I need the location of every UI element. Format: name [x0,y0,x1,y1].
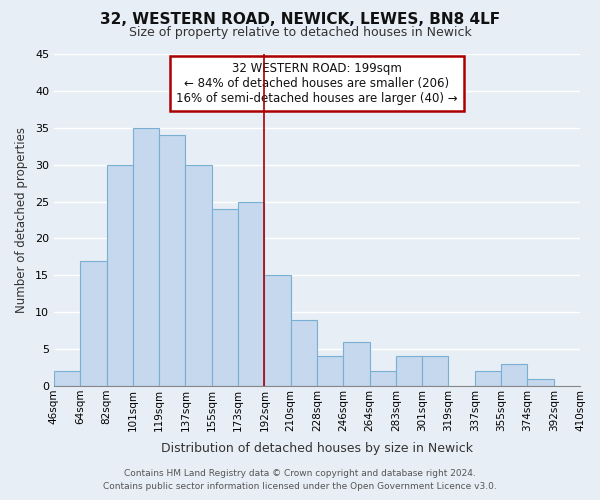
Bar [396,356,422,386]
Bar [527,378,554,386]
Y-axis label: Number of detached properties: Number of detached properties [15,127,28,313]
Text: 32, WESTERN ROAD, NEWICK, LEWES, BN8 4LF: 32, WESTERN ROAD, NEWICK, LEWES, BN8 4LF [100,12,500,26]
Bar [54,371,80,386]
Bar [80,260,107,386]
Bar [475,371,501,386]
Text: Size of property relative to detached houses in Newick: Size of property relative to detached ho… [128,26,472,39]
X-axis label: Distribution of detached houses by size in Newick: Distribution of detached houses by size … [161,442,473,455]
Bar [238,202,265,386]
Bar [370,371,396,386]
Bar [317,356,343,386]
Text: Contains HM Land Registry data © Crown copyright and database right 2024.
Contai: Contains HM Land Registry data © Crown c… [103,470,497,491]
Text: 32 WESTERN ROAD: 199sqm
← 84% of detached houses are smaller (206)
16% of semi-d: 32 WESTERN ROAD: 199sqm ← 84% of detache… [176,62,458,106]
Bar [422,356,448,386]
Bar [159,135,185,386]
Bar [290,320,317,386]
Bar [185,164,212,386]
Bar [212,209,238,386]
Bar [265,276,290,386]
Bar [107,164,133,386]
Bar [133,128,159,386]
Bar [501,364,527,386]
Bar [343,342,370,386]
